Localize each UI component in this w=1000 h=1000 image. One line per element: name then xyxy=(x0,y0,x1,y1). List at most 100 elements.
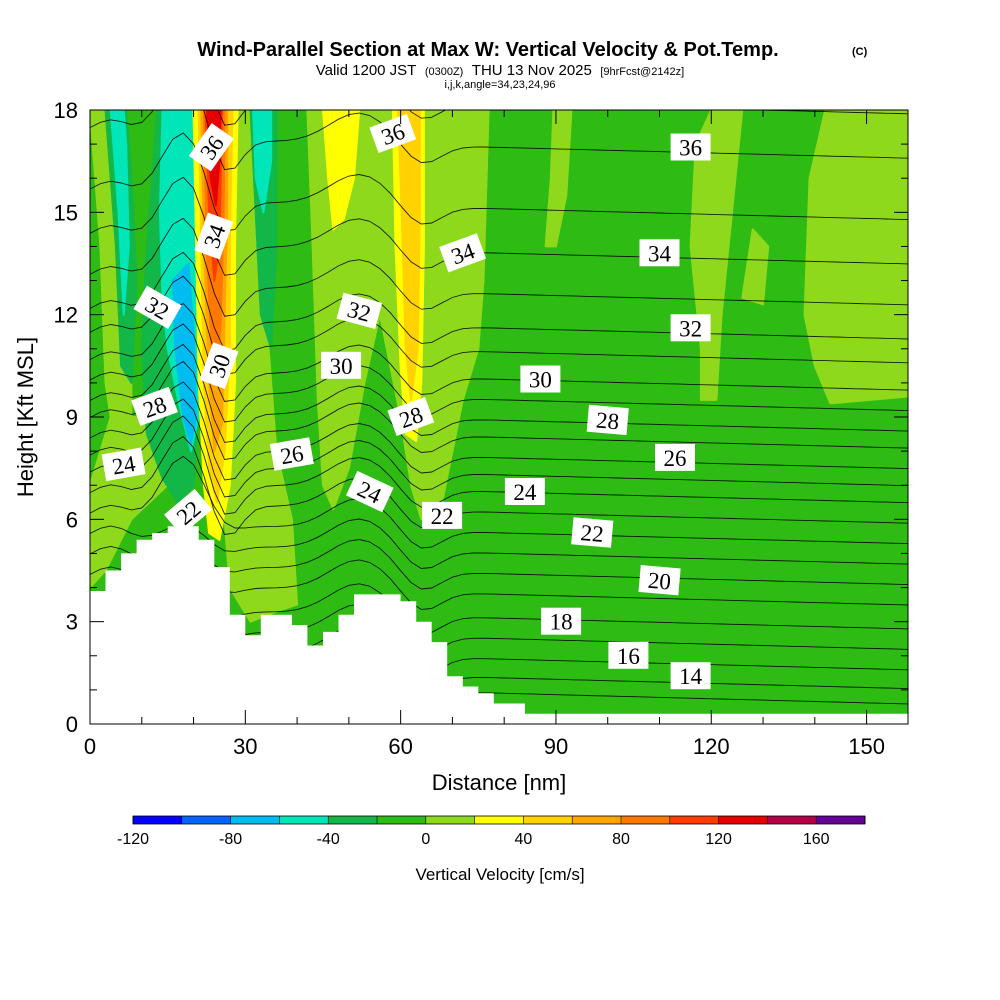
theta-label-26: 26 xyxy=(655,443,695,471)
w-region-17 xyxy=(397,110,421,401)
theta-label-text: 22 xyxy=(580,520,605,547)
theta-contour-27 xyxy=(90,360,908,460)
theta-contour-36 xyxy=(90,110,908,171)
theta-label-text: 36 xyxy=(679,136,702,161)
theta-label-14: 14 xyxy=(670,662,711,690)
subtitle-forecast: [9hrFcst@2142z] xyxy=(600,66,684,78)
colorbar-swatch xyxy=(669,816,719,824)
colorbar-swatch xyxy=(621,816,671,824)
chart-subtitle: Valid 1200 JST (0300Z) THU 13 Nov 2025 [… xyxy=(316,62,685,79)
theta-contour-30 xyxy=(90,302,908,402)
y-tick-label: 18 xyxy=(54,98,78,123)
theta-label-18: 18 xyxy=(541,607,582,635)
theta-label-box xyxy=(336,292,383,330)
subtitle-utc: (0300Z) xyxy=(425,66,464,78)
theta-label-34: 34 xyxy=(639,239,680,267)
theta-contour-26 xyxy=(90,381,908,481)
theta-label-text: 16 xyxy=(617,644,640,669)
theta-contour-24 xyxy=(90,415,908,515)
theta-label-text: 30 xyxy=(330,354,353,379)
colorbar: -120 -80 -40 0 40 80 120 160 xyxy=(117,815,866,848)
colorbar-tick-label: 0 xyxy=(421,831,430,848)
theta-label-box xyxy=(164,488,213,536)
theta-contour-23 xyxy=(90,436,908,535)
colorbar-swatch xyxy=(181,816,231,824)
x-axis-label: Distance [nm] xyxy=(432,770,567,795)
theta-label-box xyxy=(269,437,314,471)
colorbar-swatch xyxy=(474,816,524,824)
theta-contour-33 xyxy=(90,217,908,317)
chart-title: Wind-Parallel Section at Max W: Vertical… xyxy=(197,39,778,61)
theta-label-box xyxy=(586,404,629,436)
colorbar-swatch xyxy=(767,816,817,824)
theta-label-28: 28 xyxy=(586,404,629,436)
colorbar-tick-label: -80 xyxy=(219,831,242,848)
colorbar-swatch xyxy=(279,816,329,824)
theta-label-22: 22 xyxy=(571,517,614,548)
theta-label-box xyxy=(194,212,234,260)
theta-label-16: 16 xyxy=(608,641,649,669)
colorbar-tick-label: 120 xyxy=(705,831,732,848)
theta-label-box xyxy=(670,662,711,690)
theta-label-box xyxy=(520,365,561,393)
theta-label-text: 34 xyxy=(648,241,672,266)
theta-label-text: 20 xyxy=(647,568,672,595)
theta-label-26: 26 xyxy=(269,437,314,471)
theta-label-box xyxy=(504,478,545,505)
w-region-11 xyxy=(109,110,130,316)
theta-label-text: 24 xyxy=(110,451,137,480)
x-tick-label: 60 xyxy=(388,734,412,759)
y-tick-label: 9 xyxy=(66,405,78,430)
theta-label-box xyxy=(188,123,234,172)
title-mark: (C) xyxy=(852,46,868,58)
theta-label-36: 36 xyxy=(670,133,711,161)
x-tick-label: 120 xyxy=(693,734,730,759)
colorbar-tick-label: 160 xyxy=(803,831,830,848)
y-tick-label: 12 xyxy=(54,303,78,328)
theta-contour-22 xyxy=(90,455,908,549)
colorbar-swatch xyxy=(230,816,280,824)
theta-label-20: 20 xyxy=(638,565,681,596)
theta-label-24: 24 xyxy=(504,478,545,505)
colorbar-label: Vertical Velocity [cm/s] xyxy=(415,865,584,884)
theta-label-box xyxy=(639,239,680,267)
theta-label-24: 24 xyxy=(345,470,394,513)
y-tick-label: 3 xyxy=(66,610,78,635)
colorbar-swatch xyxy=(425,816,475,824)
y-tick-label: 0 xyxy=(66,712,78,737)
theta-label-box xyxy=(655,443,695,471)
colorbar-tick-label: 40 xyxy=(515,831,533,848)
w-region-12 xyxy=(252,110,273,214)
theta-contour-21 xyxy=(90,518,908,569)
theta-label-22: 22 xyxy=(422,501,463,529)
theta-label-text: 14 xyxy=(679,664,703,689)
theta-contour-25 xyxy=(90,398,908,498)
theta-label-box xyxy=(101,447,146,482)
colorbar-swatch xyxy=(328,816,378,824)
theta-contour-29 xyxy=(90,323,908,423)
colorbar-swatch xyxy=(133,816,183,824)
y-tick-label: 15 xyxy=(54,200,78,225)
x-tick-label: 30 xyxy=(233,734,257,759)
theta-label-32: 32 xyxy=(670,314,711,342)
theta-label-text: 26 xyxy=(664,446,687,471)
colorbar-swatch xyxy=(816,816,866,824)
theta-label-box xyxy=(133,285,182,330)
subtitle-valid: Valid 1200 JST xyxy=(316,62,417,79)
theta-label-34: 34 xyxy=(194,212,234,260)
theta-label-text: 26 xyxy=(278,441,305,470)
theta-label-text: 28 xyxy=(595,407,620,434)
theta-label-text: 24 xyxy=(513,480,537,505)
theta-label-box xyxy=(638,565,681,596)
theta-label-box xyxy=(387,397,435,437)
theta-label-30: 30 xyxy=(199,342,239,390)
theta-label-24: 24 xyxy=(101,447,146,482)
w-region-2 xyxy=(741,228,770,306)
theta-label-box xyxy=(345,470,394,513)
theta-label-box xyxy=(608,641,649,669)
theta-label-30: 30 xyxy=(321,351,362,379)
theta-label-30: 30 xyxy=(520,365,561,393)
theta-label-box xyxy=(439,233,487,273)
